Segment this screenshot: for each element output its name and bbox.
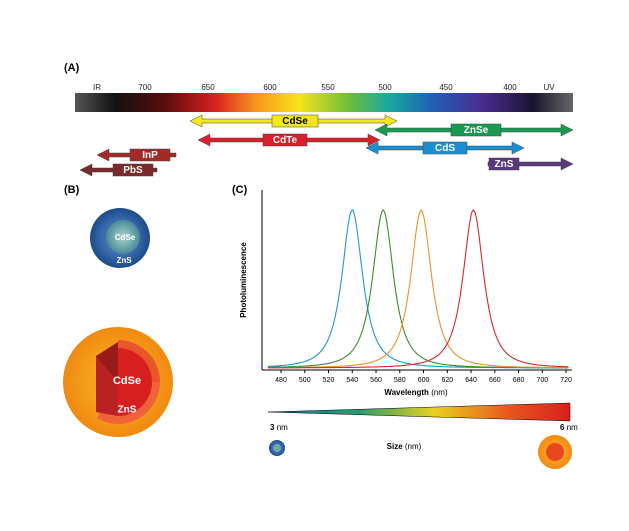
material-label: CdTe <box>273 135 298 146</box>
panel-label: (C) <box>232 184 248 196</box>
s: Size <box>387 442 404 451</box>
material-box <box>271 114 319 128</box>
material-box <box>262 133 308 147</box>
y-axis-label: Photoluminescence <box>239 242 248 318</box>
material-label: ZnS <box>495 159 514 170</box>
x-tick-label: 480 <box>275 377 287 384</box>
x-tick-label: 580 <box>394 377 406 384</box>
material-box <box>422 141 468 155</box>
pl-curve <box>267 209 569 369</box>
x-tick-label: 560 <box>370 377 382 384</box>
spectrum-label: 650 <box>201 83 215 92</box>
small-core <box>273 444 281 452</box>
material-box <box>488 157 520 171</box>
big-core <box>546 443 564 461</box>
x-label: Wavelength <box>384 388 429 397</box>
panel-label: (A) <box>64 62 80 74</box>
shell-label: ZnS <box>116 256 132 265</box>
x-tick-label: 660 <box>489 377 501 384</box>
core <box>118 348 152 416</box>
x-tick-label: 520 <box>323 377 335 384</box>
x-tick-label: 500 <box>299 377 311 384</box>
x-tick-label: 680 <box>513 377 525 384</box>
x-tick-label: 540 <box>346 377 358 384</box>
x-tick-label: 700 <box>536 377 548 384</box>
material-box <box>112 163 154 177</box>
spectrum-label: 500 <box>378 83 392 92</box>
spectrum-label: IR <box>93 83 101 92</box>
core <box>106 220 140 254</box>
pl-curve <box>267 209 569 369</box>
x-axis-label: Wavelength (nm) <box>384 388 448 397</box>
v: 3 <box>270 423 275 432</box>
spectrum-label: 400 <box>503 83 517 92</box>
material-label: CdS <box>435 143 455 154</box>
core <box>96 356 118 416</box>
size-max: 6 nm <box>560 423 578 432</box>
core-label: CdSe <box>115 233 136 242</box>
spectrum-label: 450 <box>439 83 453 92</box>
material-label: ZnSe <box>464 125 489 136</box>
u: nm <box>277 423 288 432</box>
shell-label: ZnS <box>118 405 137 416</box>
core-label: CdSe <box>113 375 141 387</box>
size-min: 3 nm <box>270 423 288 432</box>
material-label: InP <box>142 150 158 161</box>
size-gradient <box>267 402 571 422</box>
spectrum-bar <box>75 93 573 112</box>
x-tick-label: 600 <box>418 377 430 384</box>
u: nm <box>567 423 578 432</box>
spectrum-label: 600 <box>263 83 277 92</box>
spectrum-label: UV <box>543 83 555 92</box>
x-tick-label: 640 <box>465 377 477 384</box>
x-unit: (nm) <box>431 388 448 397</box>
size-label: Size (nm) <box>387 442 422 451</box>
material-box <box>129 148 171 162</box>
panel-label: (B) <box>64 184 80 196</box>
v: 6 <box>560 423 565 432</box>
spectrum-label: 550 <box>321 83 335 92</box>
spectrum-label: 700 <box>138 83 152 92</box>
material-box <box>450 123 502 137</box>
material-label: PbS <box>123 165 143 176</box>
pl-curve <box>267 209 569 369</box>
pl-curve <box>267 209 569 369</box>
x-tick-label: 720 <box>560 377 572 384</box>
x-tick-label: 620 <box>441 377 453 384</box>
u: (nm) <box>405 442 422 451</box>
material-label: CdSe <box>282 116 308 127</box>
